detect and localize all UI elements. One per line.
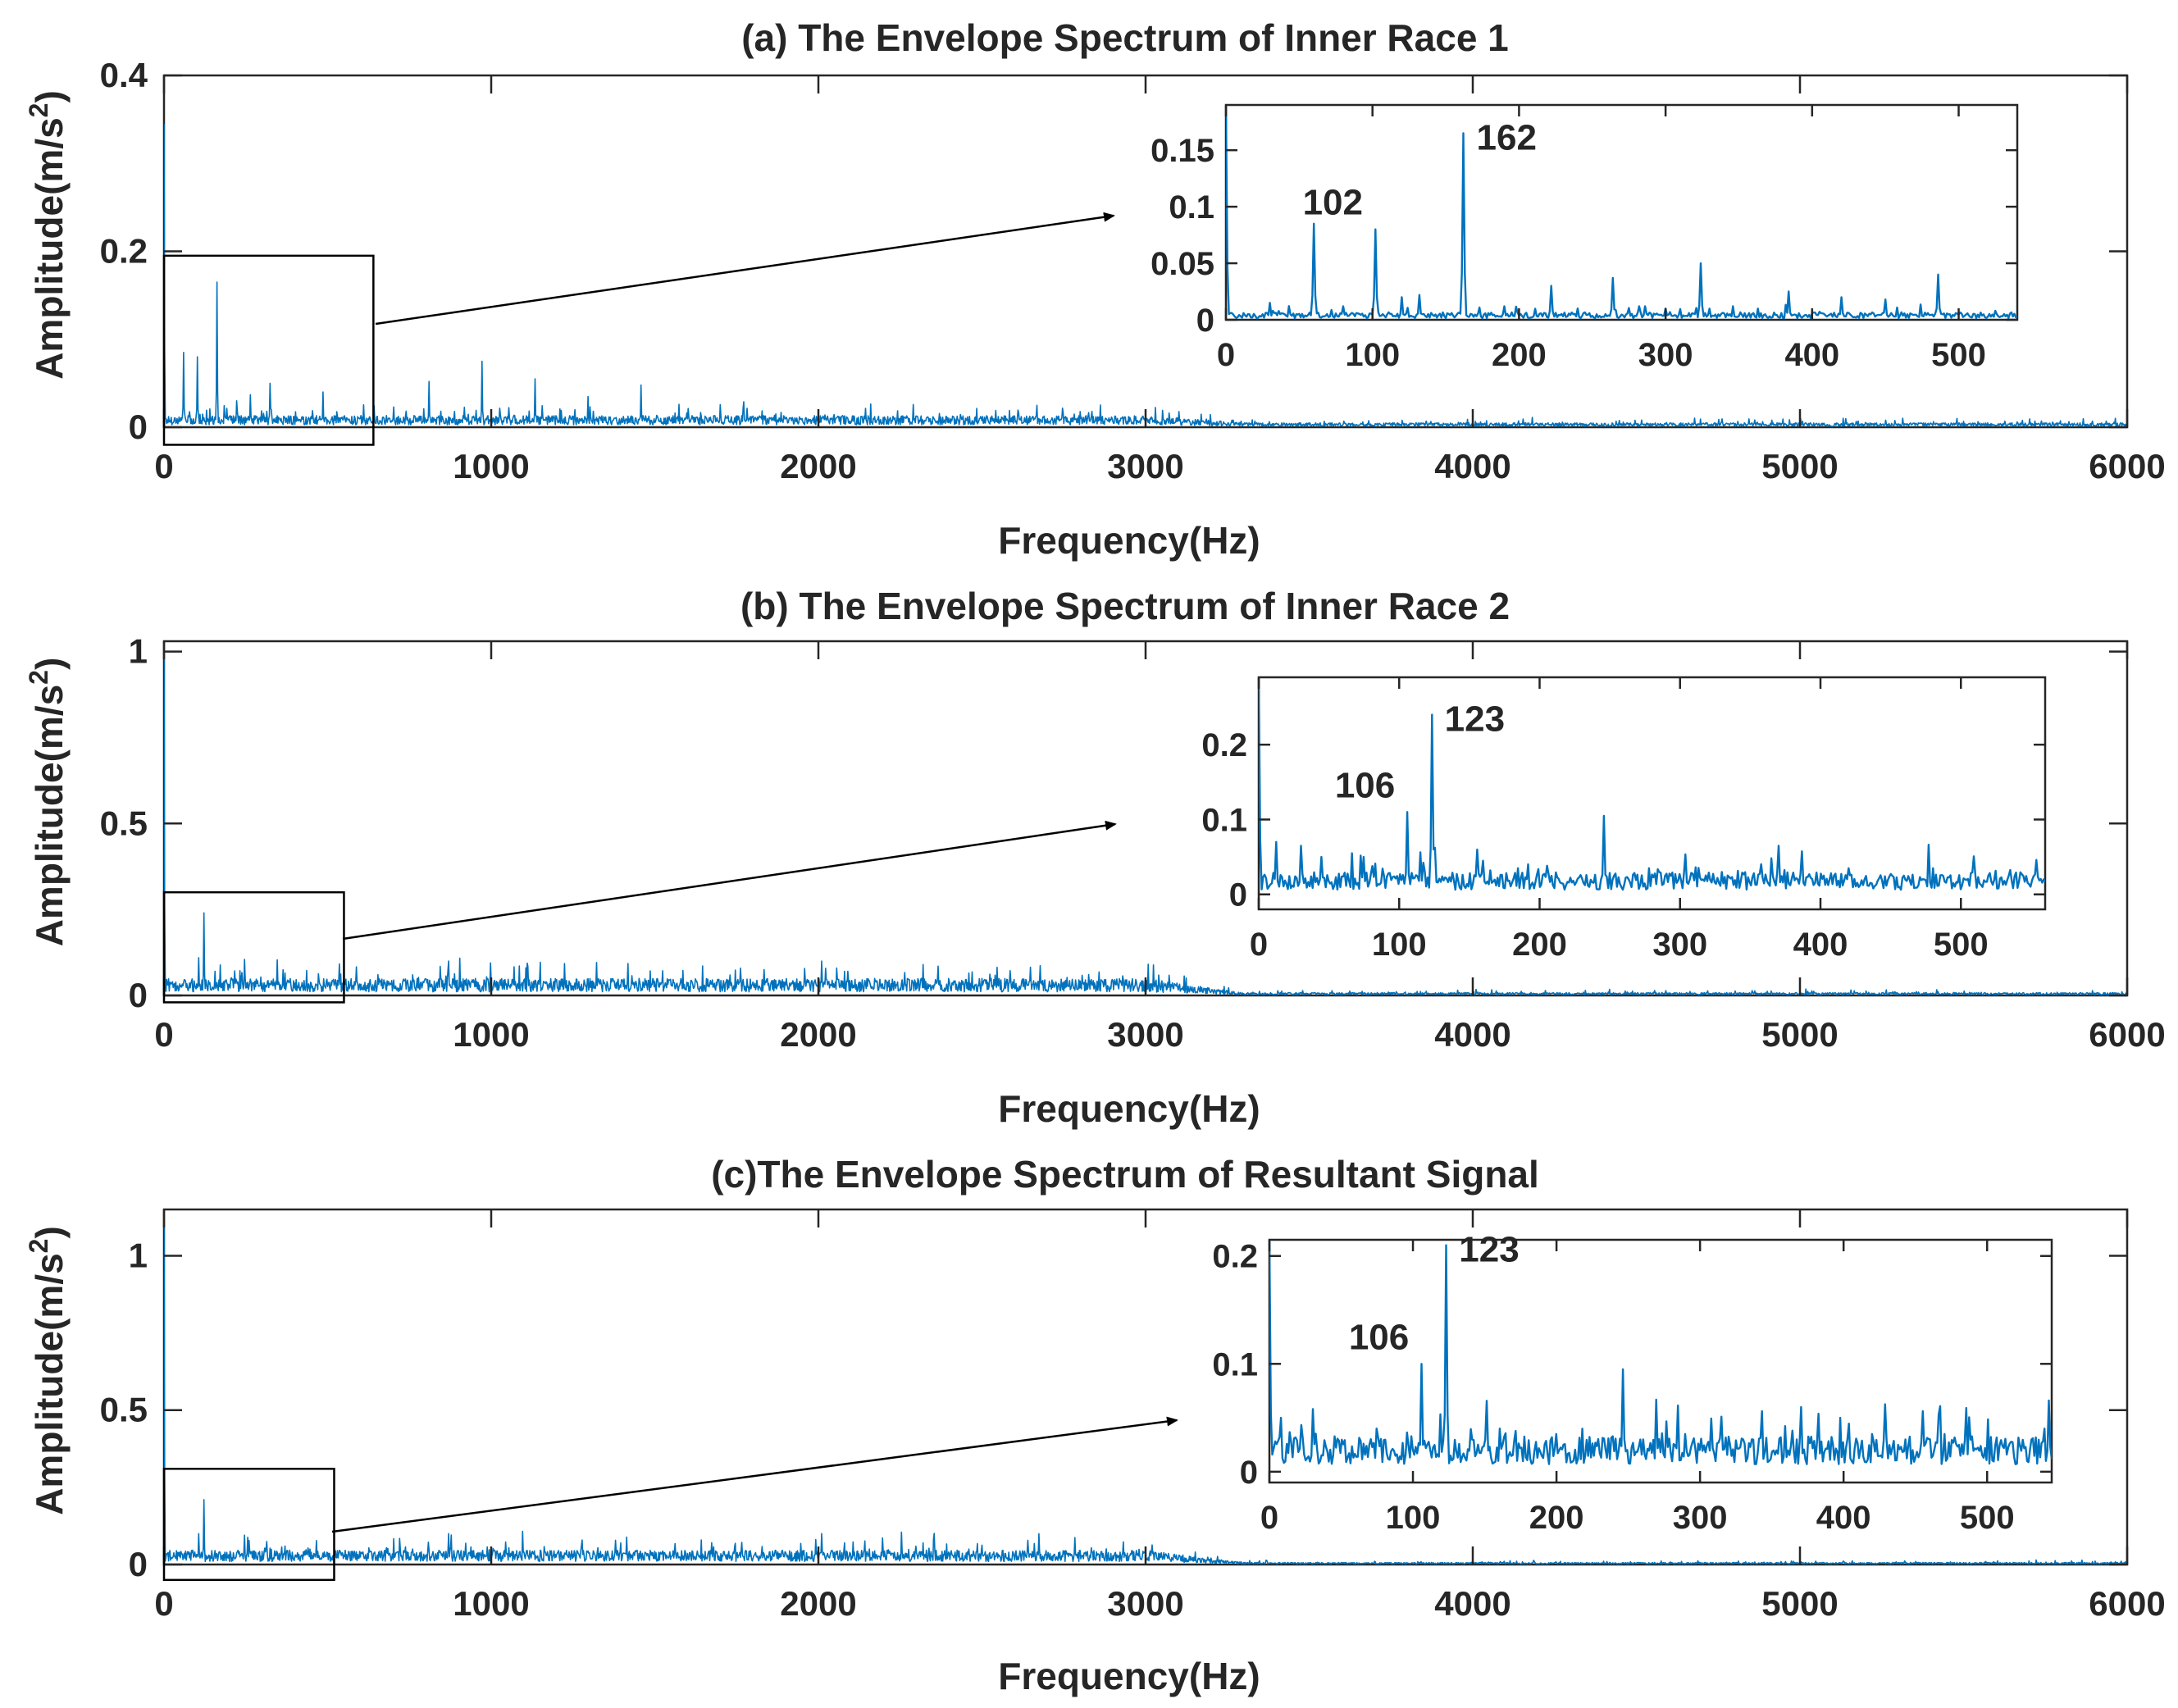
panel-a-title: (a) The Envelope Spectrum of Inner Race …: [741, 16, 1509, 59]
panel-b-x-tick-label: 1000: [453, 1015, 529, 1054]
panel-c-inset-x-tick-label: 400: [1816, 1500, 1871, 1536]
panel-b-zoom-region: [162, 890, 345, 1004]
panel-a-peak-label: 162: [1477, 117, 1537, 157]
panel-a-inset-y-tick-label: 0: [1196, 303, 1214, 339]
panel-a-inset-series-group: [1226, 105, 2017, 320]
panel-c-x-tick-label: 3000: [1107, 1584, 1183, 1623]
panel-a-peak-label: 102: [1303, 183, 1363, 223]
panel-a-zoom-arrow: [375, 212, 1115, 326]
panel-b-x-tick-label: 6000: [2089, 1015, 2165, 1054]
panel-b-zoom-arrow: [342, 820, 1117, 941]
panel-c-title: (c)The Envelope Spectrum of Resultant Si…: [711, 1153, 1539, 1196]
panel-c-x-tick-label: 2000: [780, 1584, 856, 1623]
panel-c-inset-series-line: [1269, 1240, 2052, 1465]
panel-a-inset-y-tick-label: 0.15: [1151, 133, 1214, 169]
panel-a-x-tick-label: 5000: [1761, 447, 1838, 485]
panel-a-ylabel: Amplitude(m/s2): [24, 90, 71, 380]
panel-b-inset-axes: [1257, 676, 2047, 911]
panel-b-inset: 0 100 200 300 400 500 0 0.1 0.2 106 123: [1201, 676, 2047, 963]
panel-c-zoom-arrow: [331, 1416, 1178, 1533]
panel-a-inset: 0 100 200 300 400 500 0 0.05 0.1 0.15 102 162: [1151, 103, 2019, 373]
panel-c-inset: 0 100 200 300 400 500 0 0.1 0.2 106 123: [1212, 1230, 2053, 1536]
panel-a-inset-x-tick-label: 100: [1345, 337, 1400, 373]
panel-b-x-tick-label: 4000: [1434, 1015, 1510, 1054]
panel-c-x-tick-label: 6000: [2089, 1584, 2165, 1623]
panel-b-inset-x-tick-label: 500: [1934, 927, 1989, 963]
panel-a-zoom-region: [162, 254, 375, 446]
panel-b-inset-y-tick-label: 0.1: [1201, 802, 1247, 838]
panel-c-y-tick-label: 1: [129, 1236, 148, 1274]
panel-c-peak-label: 123: [1459, 1230, 1519, 1270]
panel-c-inset-y-tick-label: 0.1: [1212, 1346, 1258, 1382]
panel-b-inset-x-tick-label: 0: [1250, 927, 1268, 963]
panel-a-y-tick-label: 0: [129, 408, 148, 446]
panel-b-inset-series-group: [1259, 677, 2045, 891]
panel-c-inset-x-tick-label: 0: [1260, 1500, 1278, 1536]
panel-b-inset-series-line: [1259, 677, 2045, 891]
panel-b-y-tick-label: 0: [129, 976, 148, 1014]
panel-c-y-tick-label: 0: [129, 1545, 148, 1583]
panel-c-inset-x-tick-label: 100: [1386, 1500, 1441, 1536]
panel-c-xlabel: Frequency(Hz): [998, 1655, 1260, 1697]
panel-b-inset-x-tick-label: 300: [1652, 927, 1707, 963]
panel-c-inset-x-tick-label: 200: [1529, 1500, 1584, 1536]
panel-a-inset-y-tick-label: 0.05: [1151, 246, 1214, 282]
panel-a-x-tick-label: 1000: [453, 447, 529, 485]
panel-c-peak-label: 106: [1349, 1317, 1409, 1357]
panel-a-inset-x-tick-label: 0: [1217, 337, 1235, 373]
panel-c-x-tick-label: 0: [154, 1584, 173, 1623]
panel-b-inset-y-tick-label: 0: [1229, 877, 1247, 913]
panel-c-inset-y-tick-label: 0: [1240, 1455, 1258, 1491]
panel-b-y-tick-label: 0.5: [100, 804, 148, 842]
panel-a-inset-axes: [1224, 103, 2019, 321]
panel-b-y-tick-label: 1: [129, 632, 148, 671]
panel-c-x-tick-label: 4000: [1434, 1584, 1510, 1623]
panel-b-inset-x-tick-label: 200: [1512, 927, 1567, 963]
panel-c-ylabel: Amplitude(m/s2): [24, 1226, 71, 1515]
panel-a-x-tick-label: 6000: [2089, 447, 2165, 485]
panel-a-x-tick-label: 4000: [1434, 447, 1510, 485]
panel-b-x-tick-label: 3000: [1107, 1015, 1183, 1054]
panel-c-y-tick-label: 0.5: [100, 1391, 148, 1429]
panel-b-inset-x-tick-label: 100: [1372, 927, 1427, 963]
panel-a-y-tick-label: 0.2: [100, 232, 148, 271]
panel-a-x-tick-label: 3000: [1107, 447, 1183, 485]
panel-a-inset-x-tick-label: 500: [1931, 337, 1986, 373]
panel-a-y-tick-label: 0.4: [100, 56, 148, 94]
panel-c-x-tick-label: 5000: [1761, 1584, 1838, 1623]
panel-a-inset-series-line: [1226, 105, 2017, 320]
panel-b-title: (b) The Envelope Spectrum of Inner Race …: [740, 585, 1510, 627]
panel-a-x-tick-label: 0: [154, 447, 173, 485]
panel-a-inset-x-tick-label: 300: [1638, 337, 1693, 373]
panel-c-inset-series-group: [1269, 1240, 2052, 1465]
panel-c-x-tick-label: 1000: [453, 1584, 529, 1623]
panel-c-inset-y-tick-label: 0.2: [1212, 1239, 1258, 1275]
panel-b-x-tick-label: 0: [154, 1015, 173, 1054]
panel-c-inset-x-tick-label: 300: [1673, 1500, 1728, 1536]
panel-a-x-tick-label: 2000: [780, 447, 856, 485]
panel-b-peak-label: 106: [1335, 765, 1395, 805]
panel-b-xlabel: Frequency(Hz): [998, 1087, 1260, 1130]
panel-a-xlabel: Frequency(Hz): [998, 519, 1260, 562]
panel-b-inset-y-tick-label: 0.2: [1201, 727, 1247, 763]
panel-b-peak-label: 123: [1445, 699, 1505, 740]
panel-a-inset-x-tick-label: 200: [1492, 337, 1547, 373]
panel-b-x-tick-label: 5000: [1761, 1015, 1838, 1054]
panel-b-x-tick-label: 2000: [780, 1015, 856, 1054]
panel-c-inset-x-tick-label: 500: [1960, 1500, 2015, 1536]
panel-a-inset-x-tick-label: 400: [1784, 337, 1839, 373]
panel-b-inset-x-tick-label: 400: [1793, 927, 1848, 963]
panel-b-ylabel: Amplitude(m/s2): [24, 658, 71, 947]
panel-a-inset-y-tick-label: 0.1: [1169, 189, 1214, 225]
panel-c-zoom-region: [162, 1468, 335, 1582]
